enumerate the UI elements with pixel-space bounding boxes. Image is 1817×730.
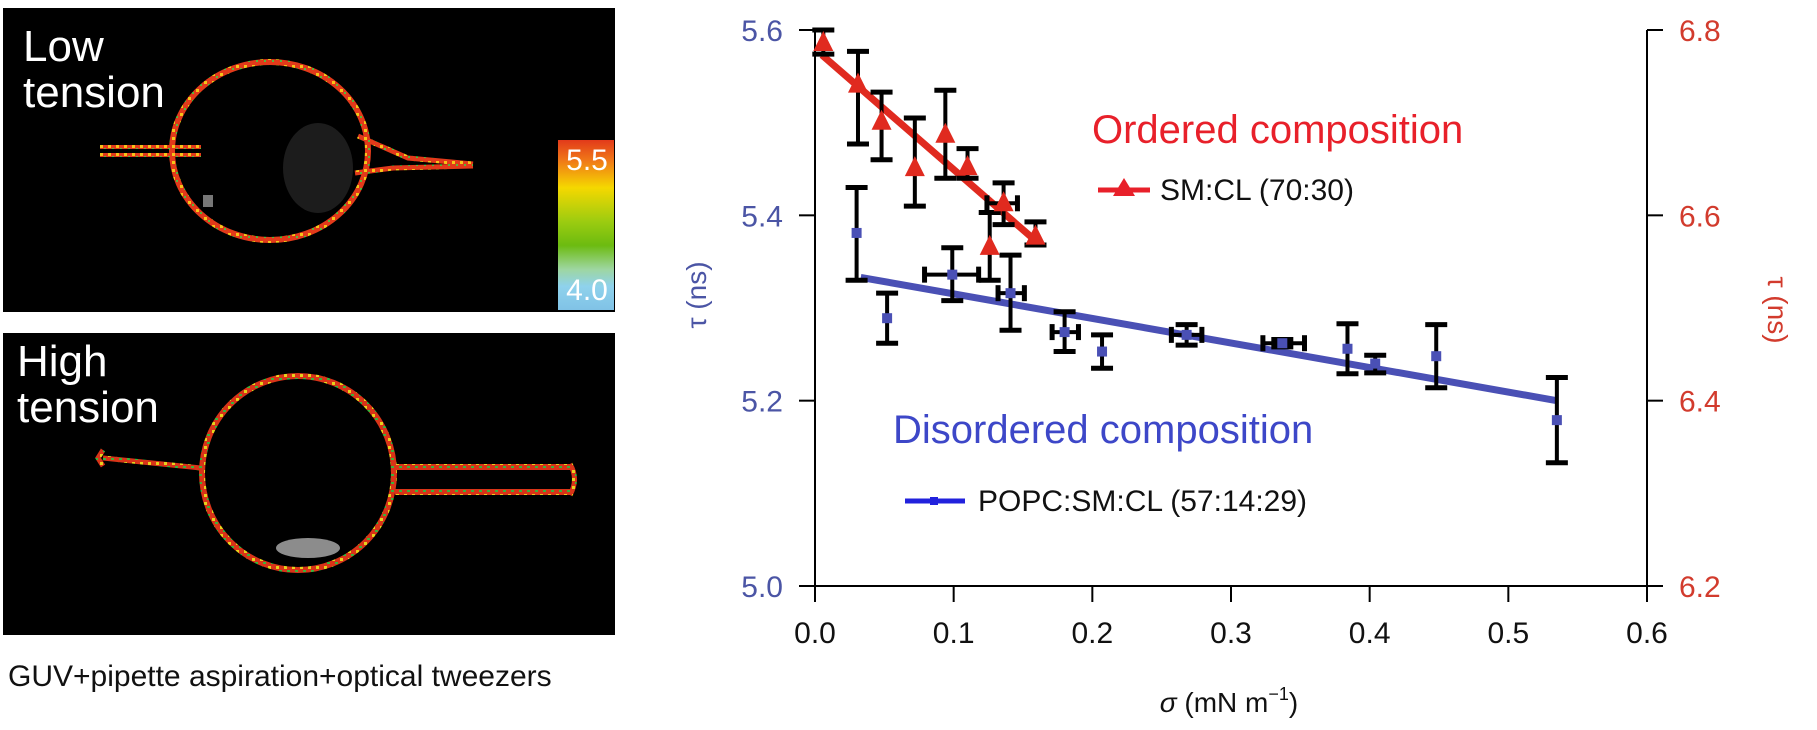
data-point-ordered xyxy=(813,30,834,51)
y-tick-label-left: 5.6 xyxy=(741,15,783,48)
x-axis-label: σ (mN m−1) xyxy=(1160,684,1299,718)
legend-triangle-ordered xyxy=(1113,178,1135,196)
data-point-ordered xyxy=(993,191,1014,212)
data-point-disordered xyxy=(1059,327,1070,338)
data-point-disordered xyxy=(882,313,893,324)
data-point-disordered xyxy=(1370,358,1381,369)
data-point-disordered xyxy=(1551,415,1562,426)
high-tension-label-line1: High xyxy=(17,337,108,386)
lifetime-colorbar: 5.5 4.0 xyxy=(558,140,614,310)
fit-line-disordered xyxy=(860,273,1558,405)
x-tick-label: 0.0 xyxy=(794,617,836,650)
y-axis-label-right: τ (ns) xyxy=(1762,276,1793,343)
data-point-ordered xyxy=(957,155,978,176)
vesicle-high-tension-graphic xyxy=(95,373,577,573)
data-point-disordered xyxy=(1277,338,1288,349)
x-tick-label: 0.2 xyxy=(1071,617,1113,650)
micrograph-high-tension: High tension xyxy=(3,333,615,635)
x-axis-label-symbol: σ xyxy=(1160,687,1178,718)
x-axis-label-close: ) xyxy=(1289,687,1298,718)
data-point-disordered xyxy=(1181,329,1192,340)
data-point-ordered xyxy=(1025,224,1046,245)
x-tick-label: 0.1 xyxy=(933,617,975,650)
colorbar-max-label: 5.5 xyxy=(566,144,608,177)
data-point-ordered xyxy=(871,109,892,130)
data-point-disordered xyxy=(851,227,862,238)
y-tick-label-right: 6.2 xyxy=(1679,571,1721,604)
data-point-ordered xyxy=(847,72,868,93)
legend-markers xyxy=(905,178,1150,505)
data-point-ordered xyxy=(979,234,1000,255)
data-point-disordered xyxy=(1342,343,1353,354)
axes: 0.0 0.1 0.2 0.3 0.4 0.5 0.6 5.0 5.2 5.4 5.6 6.2 6.4 6… xyxy=(741,15,1720,650)
y-axis-label-left: τ (ns) xyxy=(681,261,712,328)
low-tension-label-line2: tension xyxy=(23,68,165,117)
data-point-disordered xyxy=(947,269,958,280)
annotation-disordered: Disordered composition xyxy=(893,408,1313,452)
y-tick-label-right: 6.6 xyxy=(1679,200,1721,233)
data-markers xyxy=(813,30,1562,426)
y-tick-label-left: 5.0 xyxy=(741,571,783,604)
y-tick-label-left: 5.4 xyxy=(741,200,783,233)
x-tick-label: 0.6 xyxy=(1626,617,1668,650)
high-tension-label-line2: tension xyxy=(17,383,159,432)
micrograph-low-tension: Low tension xyxy=(3,8,615,312)
data-point-disordered xyxy=(1431,351,1442,362)
error-bars xyxy=(812,27,1568,466)
annotation-ordered: Ordered composition xyxy=(1092,108,1463,152)
x-tick-label: 0.4 xyxy=(1349,617,1391,650)
data-point-ordered xyxy=(904,156,925,177)
legend-label-disordered: POPC:SM:CL (57:14:29) xyxy=(978,485,1307,518)
legend-square-disordered xyxy=(930,497,938,505)
y-tick-label-right: 6.8 xyxy=(1679,15,1721,48)
x-axis-label-exponent: −1 xyxy=(1268,684,1289,704)
low-tension-label: Low tension xyxy=(23,24,165,116)
x-axis-label-unit: (mN m xyxy=(1177,687,1269,718)
legend-label-ordered: SM:CL (70:30) xyxy=(1160,174,1354,207)
y-tick-label-right: 6.4 xyxy=(1679,386,1721,419)
data-point-ordered xyxy=(935,122,956,143)
data-point-disordered xyxy=(1005,288,1016,299)
fit-lines xyxy=(819,52,1558,405)
high-tension-label: High tension xyxy=(17,339,159,431)
x-tick-label: 0.5 xyxy=(1487,617,1529,650)
y-tick-label-left: 5.2 xyxy=(741,386,783,419)
low-tension-label-line1: Low xyxy=(23,22,104,71)
colorbar-min-label: 4.0 xyxy=(566,274,608,307)
vesicle-low-tension-graphic xyxy=(100,59,474,243)
data-point-disordered xyxy=(1097,346,1108,357)
x-tick-label: 0.3 xyxy=(1210,617,1252,650)
chart-labels: Ordered composition Disordered compositi… xyxy=(681,108,1793,718)
method-caption: GUV+pipette aspiration+optical tweezers xyxy=(8,660,552,693)
